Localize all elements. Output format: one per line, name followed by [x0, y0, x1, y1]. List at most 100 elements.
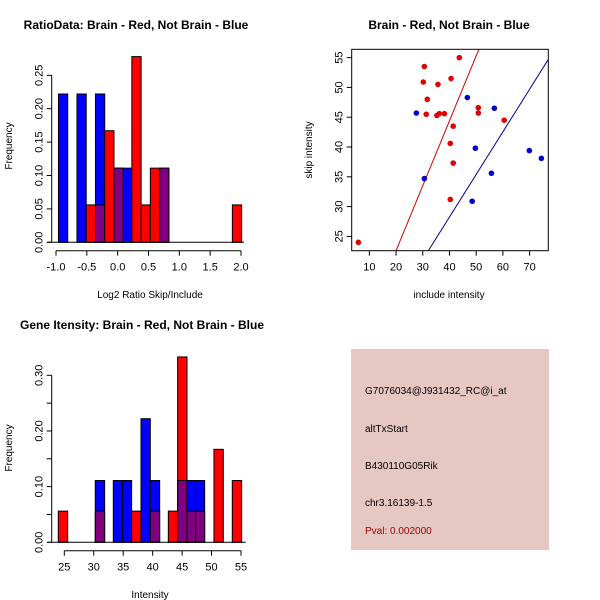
plot-box	[351, 48, 549, 252]
y-tick-label: 0.05	[34, 198, 46, 219]
bar-not-brain	[122, 480, 133, 543]
y-tick-label: 0.20	[34, 98, 46, 119]
gene-intensity-xlabel: Intensity	[131, 590, 168, 600]
y-tick-label: 0.30	[34, 365, 46, 386]
point-brain	[355, 239, 362, 246]
point-not-brain	[413, 110, 420, 116]
x-axis: 10 20 30 40 50 60 70	[363, 250, 536, 274]
point-brain	[420, 79, 427, 85]
bar-not-brain	[112, 480, 124, 543]
x-tick-label: 40	[443, 262, 455, 274]
point-brain	[447, 196, 454, 203]
bar-brain	[85, 204, 96, 243]
point-brain	[421, 63, 428, 70]
info-panel: G7076034@J931432_RC@i_at altTxStart B430…	[351, 349, 549, 550]
bar-overlap	[186, 510, 197, 543]
x-tick-label: 0.5	[141, 262, 156, 274]
bar-overlap	[149, 510, 161, 543]
bar-overlap	[94, 510, 106, 543]
intensity-scatter: Brain - Red, Not Brain - Blue include in…	[304, 18, 549, 301]
y-tick-label: 45	[334, 111, 346, 123]
scatter-ylabel: skip intensity	[304, 121, 315, 178]
ratio-histogram-xlabel: Log2 Ratio Skip/Include	[97, 290, 203, 301]
point-not-brain	[488, 170, 495, 177]
point-not-brain	[421, 175, 428, 182]
bar-brain	[140, 204, 151, 243]
point-brain	[501, 117, 508, 124]
point-brain	[450, 160, 457, 166]
x-tick-label: 45	[176, 562, 188, 574]
y-tick-label: 30	[334, 200, 346, 212]
point-not-brain	[472, 145, 479, 152]
bar-brain	[231, 204, 243, 243]
y-tick-label: 0.15	[34, 131, 46, 152]
y-tick-label: 25	[334, 230, 346, 242]
y-tick-label: 0.25	[34, 65, 46, 86]
bar-brain	[167, 510, 179, 543]
point-not-brain	[491, 105, 498, 112]
x-tick-label: 50	[205, 562, 217, 574]
point-brain	[456, 54, 463, 61]
x-tick-label: 70	[523, 262, 535, 274]
x-tick-label: 35	[117, 562, 129, 574]
x-tick-label: 60	[497, 262, 509, 274]
point-not-brain	[526, 147, 533, 154]
point-brain	[435, 81, 441, 88]
x-axis: 25 30 35 40 45 50 55	[58, 550, 247, 574]
x-tick-label: 20	[390, 262, 402, 274]
x-tick-label: 0.0	[110, 262, 125, 274]
genomic-location: chr3.16139-1.5	[365, 498, 433, 509]
gene-intensity-histogram: Gene Itensity: Brain - Red, Not Brain - …	[4, 318, 264, 600]
bar-brain	[57, 510, 69, 543]
y-tick-label: 55	[334, 52, 346, 64]
bar-brain	[149, 167, 161, 243]
y-tick-label: 0.10	[34, 476, 46, 497]
y-tick-label: 0.20	[34, 420, 46, 441]
x-tick-label: 30	[417, 262, 429, 274]
y-axis: 0.00 0.05 0.10 0.15 0.20 0.25	[34, 65, 53, 253]
x-tick-label: -0.5	[77, 262, 96, 274]
y-tick-label: 0.10	[34, 165, 46, 186]
bar-brain	[231, 480, 243, 543]
gene-name: B430110G05Rik	[365, 461, 438, 472]
bar-brain	[104, 130, 115, 243]
event-type: altTxStart	[365, 424, 408, 435]
point-brain	[423, 111, 430, 118]
plot-marks	[47, 356, 246, 543]
gene-intensity-title: Gene Itensity: Brain - Red, Not Brain - …	[20, 318, 264, 332]
ratio-histogram: RatioData: Brain - Red, Not Brain - Blue…	[4, 18, 249, 301]
x-tick-label: 2.0	[233, 262, 248, 274]
x-tick-label: 25	[58, 562, 70, 574]
point-not-brain	[538, 155, 545, 162]
x-tick-label: 1.5	[203, 262, 218, 274]
plot-marks	[355, 49, 549, 251]
point-brain	[448, 75, 454, 82]
y-tick-label: 50	[334, 81, 346, 93]
ratio-histogram-ylabel: Frequency	[4, 122, 15, 169]
bar-overlap	[113, 167, 124, 243]
point-brain	[441, 110, 448, 117]
bar-not-brain	[57, 93, 69, 243]
x-tick-label: 1.0	[172, 262, 187, 274]
y-tick-label: 40	[334, 141, 346, 153]
fit-line-not-brain	[427, 59, 549, 251]
point-brain	[475, 104, 482, 111]
bar-not-brain	[76, 93, 87, 243]
x-tick-label: 10	[363, 262, 375, 274]
ratio-histogram-title: RatioData: Brain - Red, Not Brain - Blue	[24, 18, 249, 32]
point-brain	[436, 110, 443, 117]
y-tick-label: 35	[334, 171, 346, 183]
probe-id: G7076034@J931432_RC@i_at	[365, 386, 507, 397]
point-brain	[450, 123, 457, 129]
bar-overlap	[177, 480, 188, 543]
gene-intensity-ylabel: Frequency	[4, 424, 15, 471]
x-tick-label: 40	[147, 562, 159, 574]
x-tick-label: -1.0	[47, 262, 66, 274]
x-tick-label: 30	[88, 562, 100, 574]
y-tick-label: 0.00	[34, 532, 46, 553]
y-axis: 25 30 35 40 45 50 55	[334, 52, 352, 243]
x-tick-label: 55	[235, 562, 247, 574]
point-brain	[475, 110, 482, 116]
